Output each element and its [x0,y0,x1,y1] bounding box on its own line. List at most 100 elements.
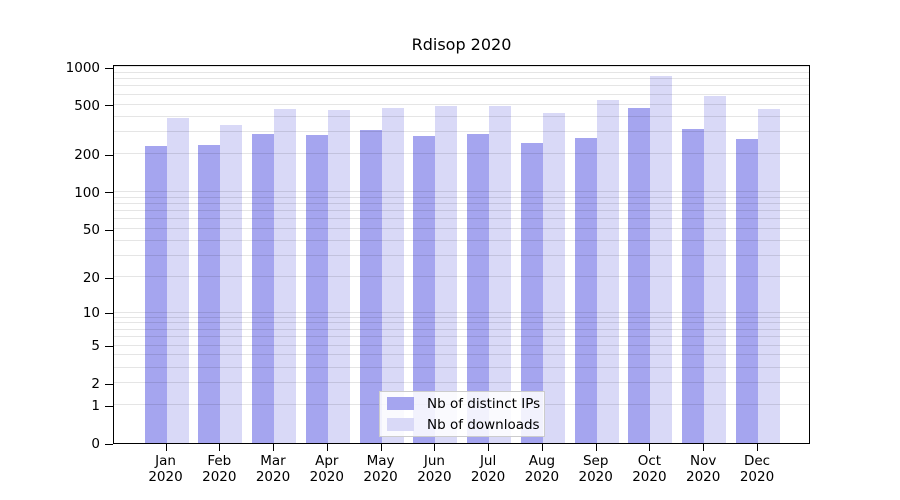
x-tick-year: 2020 [578,469,613,485]
y-tick-mark-100 [105,192,113,194]
y-tick-mark-2 [105,383,113,385]
x-tick-month: Sep [582,453,609,469]
x-tick-label-aug: Aug 2020 [510,453,574,485]
gridline-50 [114,228,809,229]
gridline-4 [114,354,809,356]
gridline-100 [114,190,809,192]
bar-downloads-jun [435,106,458,443]
gridline-10 [114,311,809,313]
gridline-600 [114,93,809,95]
gridline-20 [114,276,809,278]
bar-downloads-apr [327,110,350,443]
gridline-8 [114,322,809,324]
gridline-80 [114,202,809,204]
bar-distinct-ips-oct [628,108,651,443]
x-tick-year: 2020 [148,469,183,485]
x-tick-label-oct: Oct 2020 [617,453,681,485]
x-tick-year: 2020 [524,469,560,485]
y-tick-label-1: 1 [91,398,100,415]
x-tick-mark-apr [326,444,328,451]
bar-group-dec [735,66,780,443]
x-tick-mark-jul [488,444,490,451]
x-tick-mark-dec [757,444,758,451]
y-tick-label-0: 0 [91,436,100,452]
x-tick-mark-sep [595,444,597,451]
x-tick-year: 2020 [417,469,452,485]
x-tick-mark-aug [541,444,543,451]
bar-downloads-mar [274,109,297,443]
y-tick-mark-50 [105,229,113,231]
chart-title: Rdisop 2020 [411,35,512,54]
y-tick-mark-0 [105,443,113,445]
gridline-5 [114,344,809,346]
y-tick-mark-1 [105,405,113,407]
x-tick-mark-jan [165,444,167,451]
x-tick-label-may: May 2020 [349,453,413,485]
y-tick-mark-5 [105,345,113,347]
bar-group-jul [467,66,512,443]
y-tick-mark-200 [105,154,113,156]
x-tick-year: 2020 [202,469,237,485]
y-tick-label-200: 200 [74,147,100,164]
bar-distinct-ips-jul [467,133,490,443]
bar-group-nov [682,66,727,443]
legend: Nb of distinct IPs Nb of downloads [379,391,545,437]
x-tick-year: 2020 [255,469,291,485]
bar-downloads-nov [704,96,727,443]
x-tick-label-jan: Jan 2020 [134,453,198,485]
x-tick-month: Apr [315,453,339,469]
x-tick-year: 2020 [632,469,667,485]
bar-distinct-ips-feb [198,144,221,443]
gridline-2 [114,382,809,384]
x-tick-label-feb: Feb 2020 [187,453,251,485]
bar-group-may [359,66,404,443]
x-tick-mark-jun [434,444,436,451]
y-tick-label-2: 2 [91,376,100,393]
legend-label-distinct-ips: Nb of distinct IPs [427,395,541,412]
x-tick-year: 2020 [739,469,775,485]
x-tick-mark-mar [273,444,274,451]
bar-group-feb [198,66,243,443]
bar-distinct-ips-may [359,129,382,443]
x-tick-label-sep: Sep 2020 [564,453,628,485]
x-tick-year: 2020 [686,469,721,485]
bar-downloads-may [381,107,404,443]
bar-distinct-ips-jun [413,135,436,443]
gridline-1000 [114,66,809,67]
y-tick-label-100: 100 [74,184,100,201]
gridline-7 [114,328,809,330]
gridline-90 [114,196,809,198]
x-tick-year: 2020 [363,469,398,485]
x-tick-label-dec: Dec 2020 [725,453,789,485]
y-tick-label-20: 20 [82,270,100,287]
x-tick-month: Oct [637,453,662,469]
x-tick-mark-feb [219,444,221,451]
bar-group-apr [305,66,350,443]
x-tick-month: May [366,453,395,469]
y-tick-mark-10 [105,312,113,314]
y-tick-label-1000: 1000 [65,60,100,76]
bar-distinct-ips-jan [144,146,167,443]
gridline-700 [114,85,809,87]
gridline-200 [114,153,809,155]
gridline-40 [114,239,809,241]
gridline-30 [114,255,809,257]
x-tick-label-jun: Jun 2020 [402,453,466,485]
x-tick-year: 2020 [470,469,506,485]
x-tick-month: Aug [528,453,556,469]
x-tick-month: Jun [423,453,445,469]
gridline-400 [114,115,809,117]
bar-distinct-ips-apr [305,134,328,443]
x-tick-label-mar: Mar 2020 [241,453,305,485]
x-tick-year: 2020 [309,469,344,485]
x-tick-month: Jan [155,453,176,469]
y-tick-mark-500 [105,105,113,107]
gridline-6 [114,336,809,338]
bar-group-mar [252,66,297,443]
legend-swatch-downloads [387,418,414,431]
y-tick-label-50: 50 [82,222,100,238]
gridline-70 [114,210,809,211]
x-tick-month: Jul [479,453,497,469]
legend-label-downloads: Nb of downloads [427,416,540,433]
